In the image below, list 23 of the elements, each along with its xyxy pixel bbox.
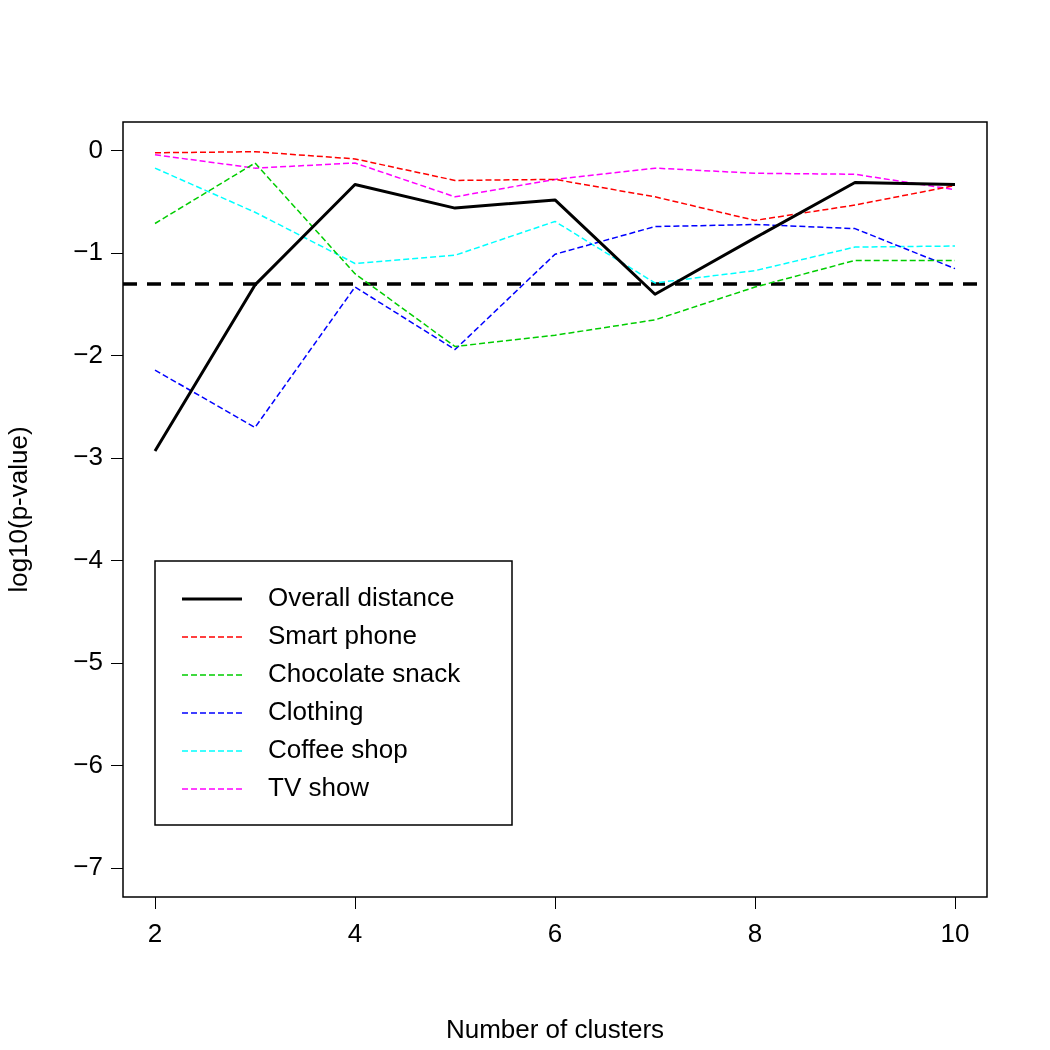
y-tick-label: −5 xyxy=(73,646,103,677)
x-tick-label: 8 xyxy=(747,917,763,948)
legend-label: TV show xyxy=(268,772,370,803)
x-tick-label: 4 xyxy=(347,917,363,948)
y-tick-label: −7 xyxy=(73,851,103,882)
x-tick-label: 10 xyxy=(940,917,970,948)
y-tick-label: −1 xyxy=(73,236,103,267)
y-tick-label: 0 xyxy=(88,133,103,164)
line-series xyxy=(154,223,956,429)
y-axis-title: log10(p-value) xyxy=(2,426,33,593)
legend-label: Coffee shop xyxy=(268,734,408,765)
legend-label: Smart phone xyxy=(268,620,417,651)
legend-label: Clothing xyxy=(268,696,364,727)
y-tick-label: −6 xyxy=(73,748,103,779)
line-series xyxy=(154,167,956,284)
y-tick-label: −3 xyxy=(73,441,103,472)
x-tick-label: 2 xyxy=(147,917,163,948)
y-tick-label: −4 xyxy=(73,543,103,574)
x-tick-label: 6 xyxy=(547,917,563,948)
legend-label: Overall distance xyxy=(268,582,455,613)
legend-label: Chocolate snack xyxy=(268,658,462,689)
x-axis-title: Number of clusters xyxy=(445,1013,665,1044)
y-tick-label: −2 xyxy=(73,338,103,369)
